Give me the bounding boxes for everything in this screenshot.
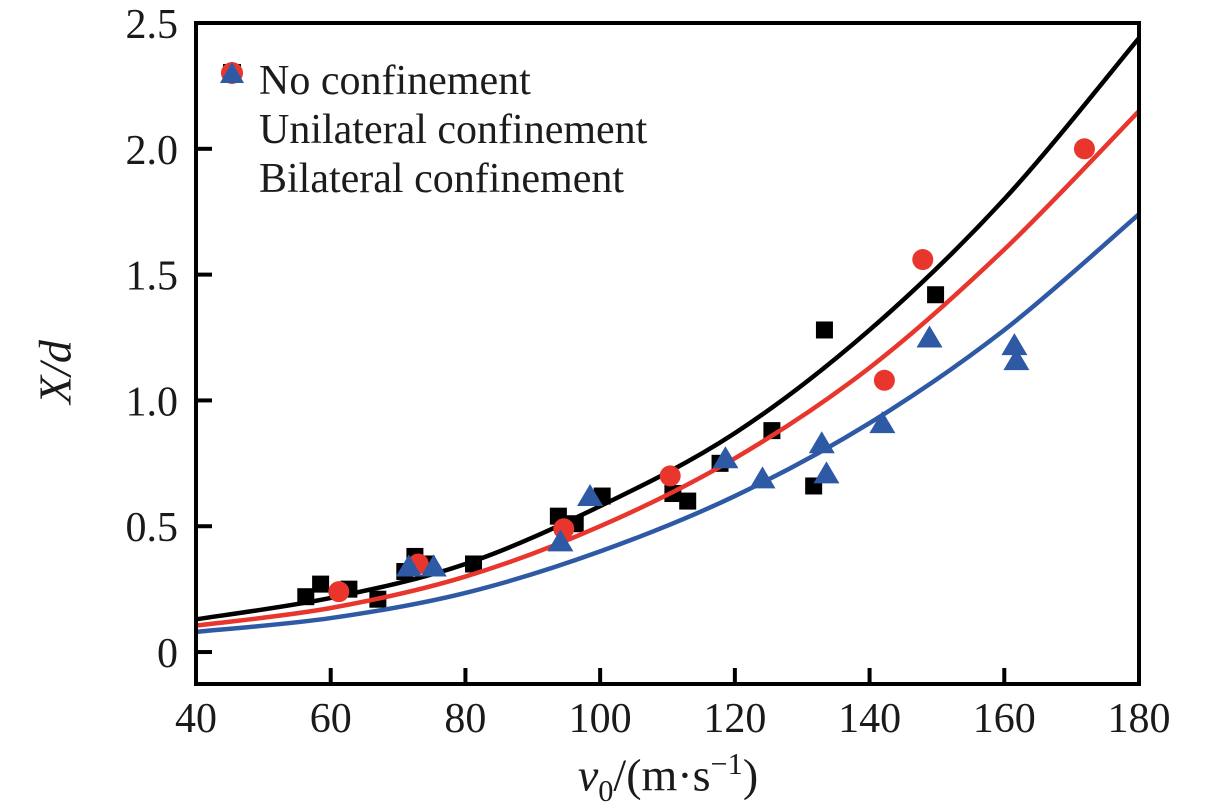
x-tick-label: 160 xyxy=(973,696,1036,742)
x-axis-label-subscript: 0 xyxy=(598,773,614,808)
x-tick-label: 40 xyxy=(175,696,217,742)
x-tick-label: 180 xyxy=(1108,696,1171,742)
y-tick-label: 1.0 xyxy=(126,379,179,425)
x-tick-label: 120 xyxy=(703,696,766,742)
legend-item-circle: Unilateral confinement xyxy=(215,62,648,154)
x-tick-label: 140 xyxy=(838,696,901,742)
x-tick-label: 60 xyxy=(310,696,352,742)
legend-marker-triangle-icon xyxy=(215,62,259,196)
legend-label: Bilateral confinement xyxy=(259,155,625,202)
x-axis-label-close: ) xyxy=(742,749,759,801)
x-axis-label-variable: v xyxy=(577,749,599,801)
data-point-circle xyxy=(873,369,895,391)
data-point-circle xyxy=(328,581,350,603)
x-tick-label: 100 xyxy=(569,696,632,742)
data-point-triangle xyxy=(577,484,604,507)
data-point-triangle xyxy=(395,554,422,577)
fit-curve-circle xyxy=(195,109,1141,628)
y-axis-label: X/d xyxy=(29,340,81,404)
legend: No confinement Unilateral confinement Bila… xyxy=(215,56,647,203)
data-point-triangle xyxy=(1001,333,1028,356)
x-axis-label-units: /(m·s xyxy=(613,749,711,801)
fit-curve-square xyxy=(195,36,1141,622)
y-tick-label: 2.0 xyxy=(126,128,179,174)
y-tick-label: 0.5 xyxy=(126,505,179,551)
legend-label: Unilateral confinement xyxy=(259,106,648,153)
legend-item-square: No confinement xyxy=(215,56,647,105)
data-point-circle xyxy=(1073,138,1095,160)
legend-item-triangle: Bilateral confinement xyxy=(215,62,647,203)
data-point-triangle xyxy=(813,461,840,484)
data-point-square xyxy=(297,588,315,606)
x-axis-label: v0/(m·s−1) xyxy=(578,747,758,809)
legend-label: No confinement xyxy=(259,57,531,104)
data-point-circle xyxy=(912,249,934,271)
data-point-triangle xyxy=(749,466,776,489)
data-point-triangle xyxy=(1003,348,1030,371)
data-point-square xyxy=(312,575,330,593)
y-tick-label: 0 xyxy=(157,631,178,677)
y-tick-label: 1.5 xyxy=(126,254,179,300)
fit-curve-triangle xyxy=(195,212,1141,635)
legend-marker-circle-icon xyxy=(215,62,259,147)
data-point-triangle xyxy=(547,529,574,552)
x-tick-label: 80 xyxy=(444,696,486,742)
data-point-circle xyxy=(659,465,681,487)
plot-frame xyxy=(194,21,1141,686)
data-point-triangle xyxy=(712,446,739,469)
data-point-triangle xyxy=(916,325,943,348)
x-axis-label-exponent: −1 xyxy=(710,747,743,782)
data-point-triangle xyxy=(808,431,835,454)
y-tick-label: 2.5 xyxy=(126,2,179,48)
data-point-triangle xyxy=(869,411,896,434)
data-point-square xyxy=(465,555,483,573)
data-point-triangle xyxy=(420,554,447,577)
data-point-square xyxy=(679,492,697,510)
data-point-square xyxy=(927,286,945,304)
data-point-square xyxy=(815,321,833,339)
